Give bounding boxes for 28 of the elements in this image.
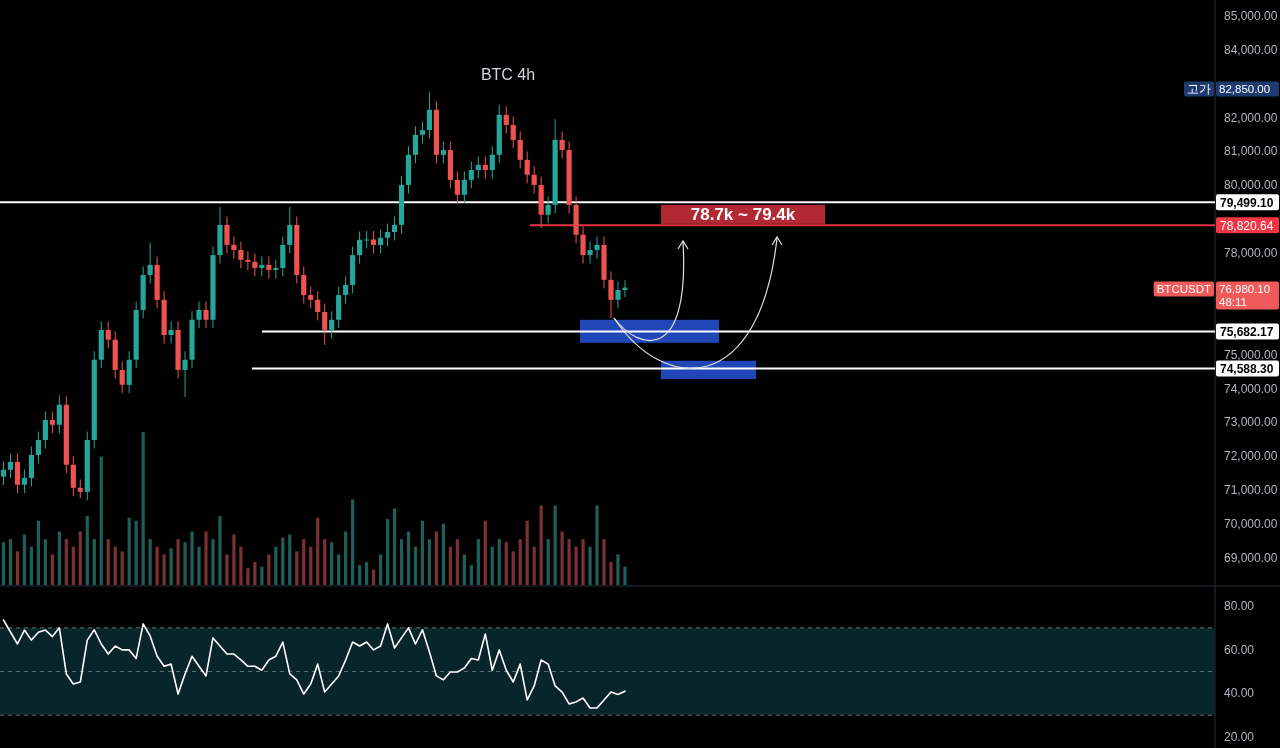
y-tick-label: 80,000.00 — [1224, 178, 1278, 193]
y-tick-label: 75,000.00 — [1224, 347, 1278, 362]
text: 82,850.00 — [1219, 83, 1271, 95]
ref-line-label: 75,682.17 — [1220, 325, 1274, 340]
y-tick-label: 40.00 — [1224, 686, 1255, 701]
y-tick-label: 78,000.00 — [1224, 246, 1278, 261]
ref-line-label: 79,499.10 — [1220, 195, 1274, 210]
band-label: 78.7k ~ 79.4k — [690, 205, 796, 225]
y-tick-label: 70,000.00 — [1224, 517, 1278, 532]
text: BTC 4h — [480, 66, 536, 83]
ref-line-label: 74,588.30 — [1220, 362, 1274, 377]
text: 48:11 — [1219, 296, 1247, 308]
y-tick-label: 60.00 — [1224, 642, 1255, 657]
y-tick-label: 81,000.00 — [1224, 144, 1278, 159]
y-tick-label: 72,000.00 — [1224, 449, 1278, 464]
y-tick-label: 73,000.00 — [1224, 415, 1278, 430]
y-tick-label: 20.00 — [1224, 730, 1255, 745]
y-tick-label: 82,000.00 — [1224, 110, 1278, 125]
y-tick-label: 85,000.00 — [1224, 8, 1278, 23]
ref-line-label: 78,820.64 — [1220, 218, 1274, 233]
annotation: BTCUSDT — [1156, 283, 1211, 295]
y-tick-label: 71,000.00 — [1224, 483, 1278, 498]
y-tick-label: 74,000.00 — [1224, 381, 1278, 396]
text: 76,980.10 — [1219, 283, 1271, 295]
y-tick-label: 80.00 — [1224, 599, 1255, 614]
y-tick-label: 69,000.00 — [1224, 550, 1278, 565]
y-tick-label: 84,000.00 — [1224, 42, 1278, 57]
annotation: 고가 — [1187, 83, 1211, 95]
